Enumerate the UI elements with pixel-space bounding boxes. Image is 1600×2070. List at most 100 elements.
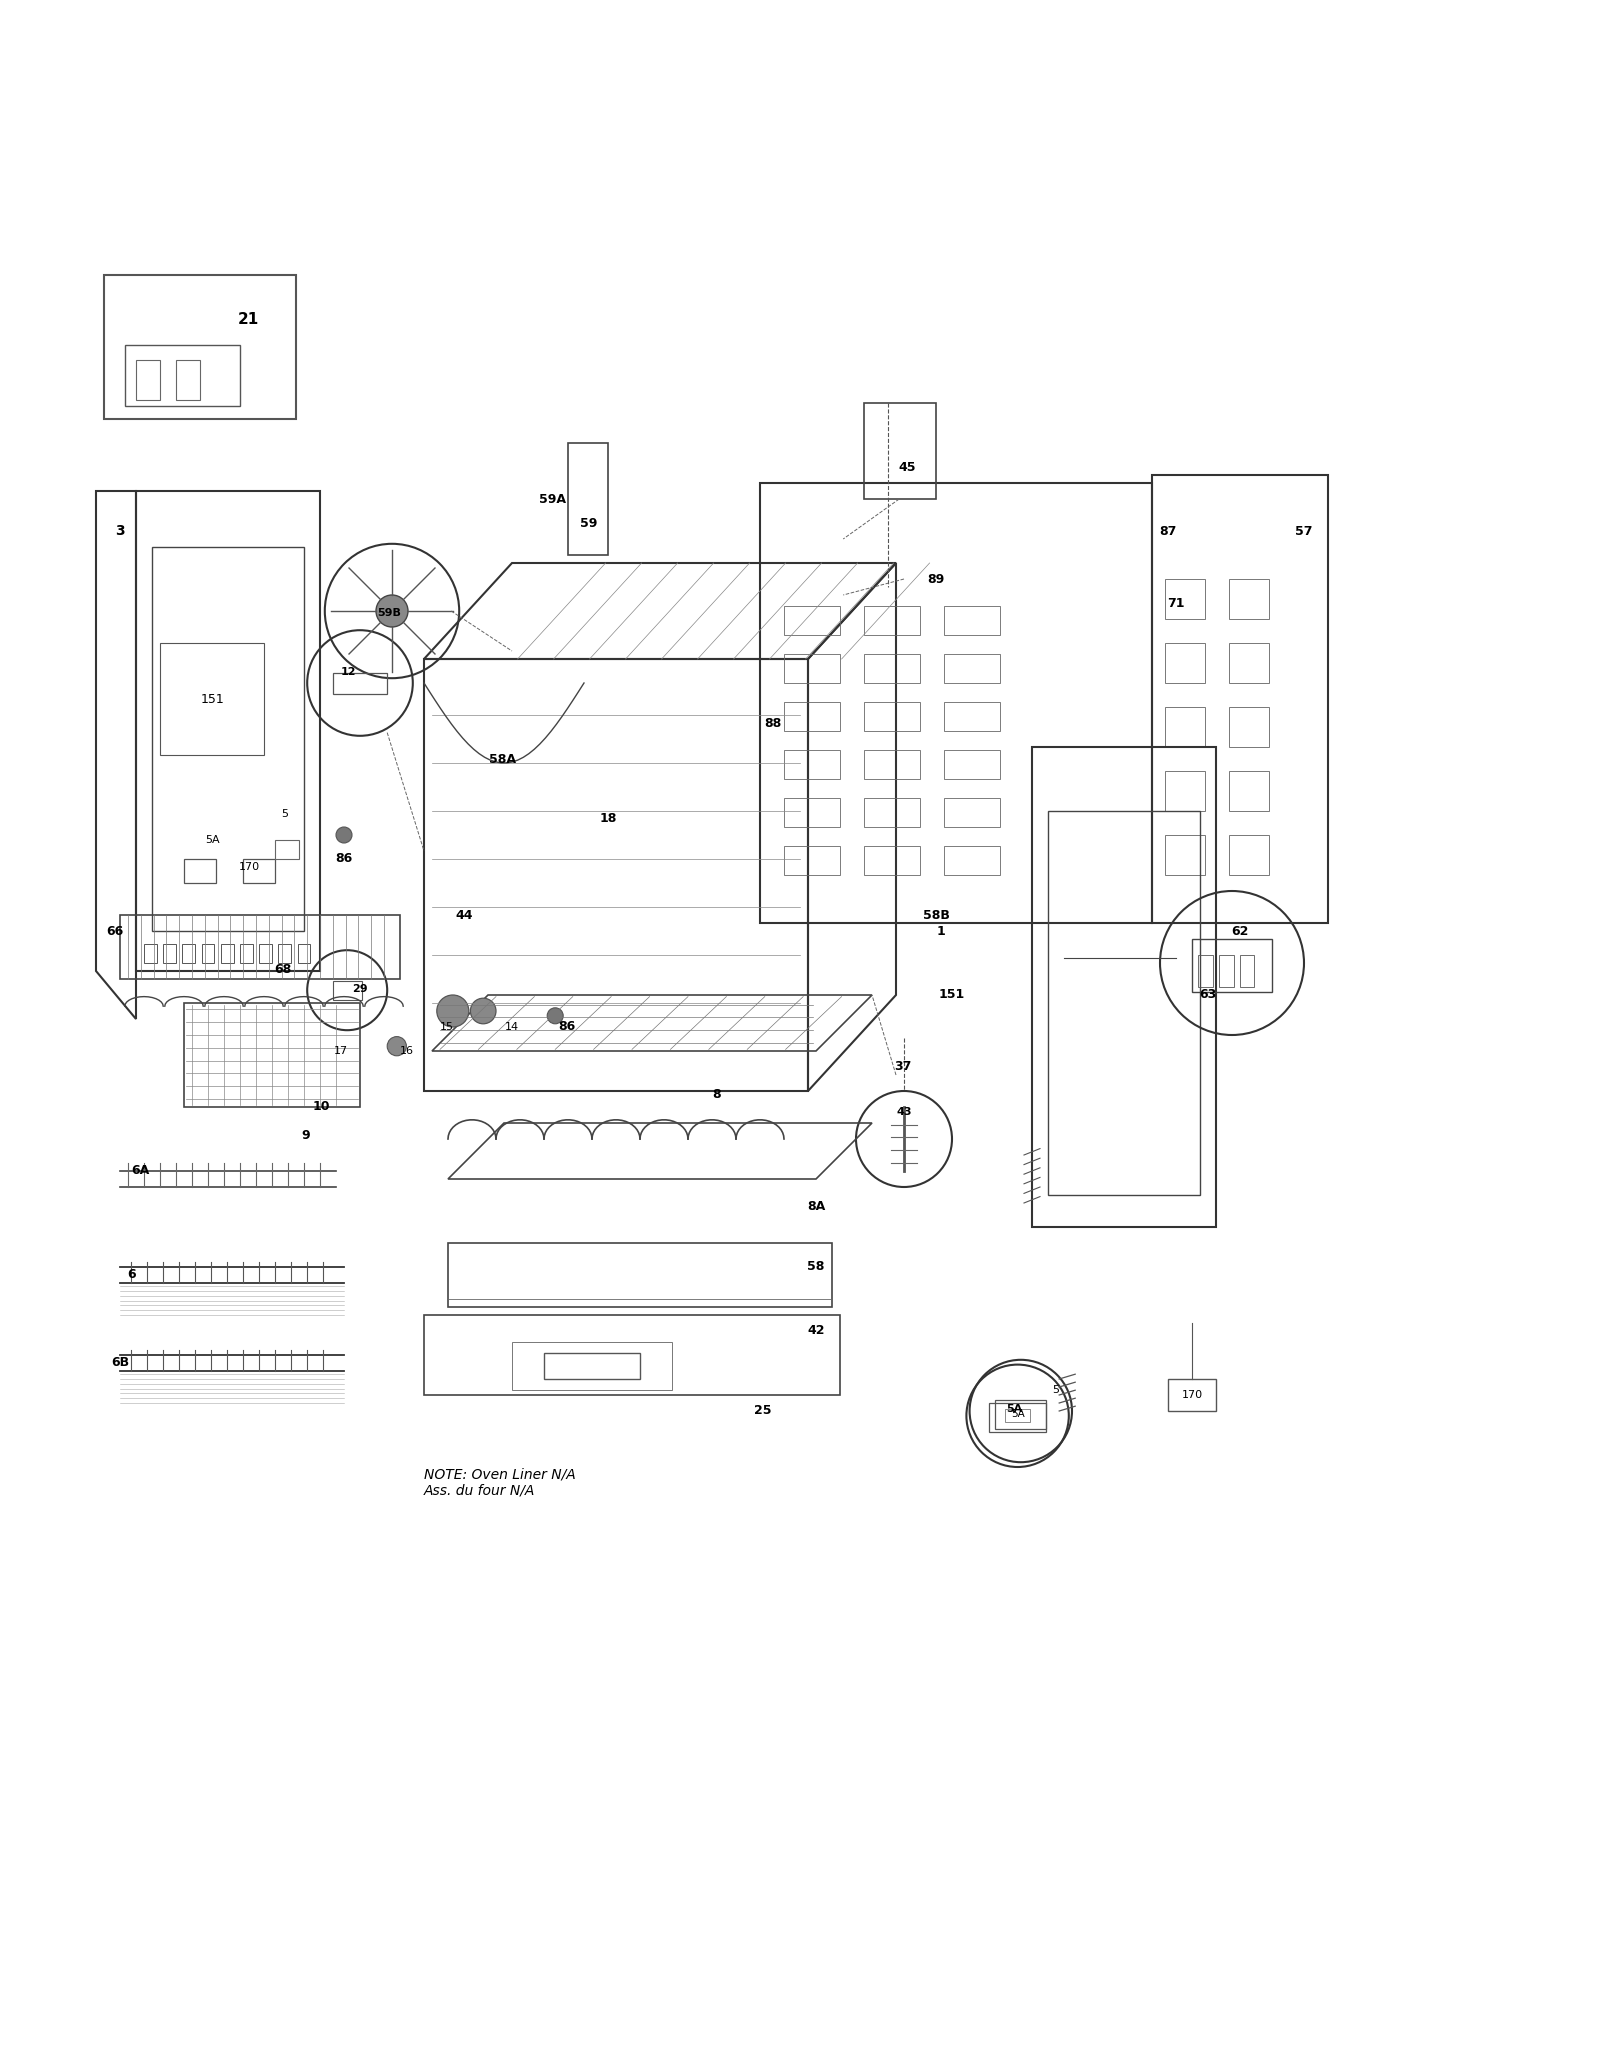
- Text: 44: 44: [456, 909, 472, 921]
- Text: 59A: 59A: [539, 493, 565, 505]
- Bar: [864, 847, 920, 876]
- Bar: [1165, 580, 1205, 619]
- Text: 6A: 6A: [131, 1165, 150, 1178]
- Text: 18: 18: [600, 814, 616, 826]
- Bar: [1229, 834, 1269, 876]
- Bar: [544, 1354, 640, 1379]
- Bar: [864, 749, 920, 778]
- Text: 68: 68: [275, 963, 291, 975]
- Bar: [784, 749, 840, 778]
- Bar: [1165, 644, 1205, 683]
- Bar: [864, 702, 920, 731]
- Text: 8A: 8A: [806, 1201, 826, 1213]
- Bar: [278, 944, 291, 963]
- Text: 5: 5: [282, 809, 288, 820]
- Text: 151: 151: [939, 989, 965, 1002]
- Text: 62: 62: [1232, 925, 1248, 938]
- Text: 37: 37: [894, 1060, 910, 1074]
- Bar: [944, 654, 1000, 683]
- Bar: [125, 346, 240, 406]
- Bar: [784, 607, 840, 635]
- Bar: [240, 944, 253, 963]
- Bar: [144, 944, 157, 963]
- Bar: [104, 275, 296, 418]
- Text: 45: 45: [899, 460, 915, 474]
- Bar: [864, 607, 920, 635]
- Bar: [120, 915, 400, 979]
- Text: 17: 17: [334, 1045, 347, 1056]
- Bar: [784, 847, 840, 876]
- Bar: [995, 1399, 1046, 1428]
- Bar: [1032, 747, 1216, 1228]
- Bar: [1229, 770, 1269, 811]
- Text: 57: 57: [1296, 524, 1312, 538]
- Bar: [944, 702, 1000, 731]
- Bar: [1192, 940, 1272, 992]
- Text: 5A: 5A: [1011, 1410, 1024, 1420]
- Bar: [152, 546, 304, 932]
- Bar: [1152, 474, 1328, 923]
- Text: 89: 89: [928, 573, 944, 586]
- Text: 59: 59: [581, 518, 597, 530]
- Bar: [184, 1004, 360, 1107]
- Text: 58A: 58A: [490, 753, 515, 766]
- Bar: [784, 702, 840, 731]
- Bar: [424, 658, 808, 1091]
- Bar: [864, 654, 920, 683]
- Text: 10: 10: [314, 1101, 330, 1114]
- Bar: [1229, 708, 1269, 747]
- Circle shape: [470, 998, 496, 1025]
- Text: 12: 12: [341, 667, 357, 677]
- Text: 5A: 5A: [205, 834, 221, 845]
- Bar: [298, 944, 310, 963]
- Circle shape: [376, 594, 408, 627]
- Bar: [221, 944, 234, 963]
- Bar: [989, 1403, 1046, 1432]
- Text: 21: 21: [237, 313, 259, 327]
- Bar: [1048, 811, 1200, 1194]
- Text: 9: 9: [301, 1130, 310, 1143]
- Bar: [944, 607, 1000, 635]
- Bar: [182, 944, 195, 963]
- Bar: [1219, 954, 1234, 987]
- Bar: [333, 981, 362, 1000]
- Bar: [424, 1314, 840, 1395]
- Bar: [1240, 954, 1254, 987]
- Bar: [1229, 580, 1269, 619]
- Bar: [163, 944, 176, 963]
- Text: 15: 15: [440, 1023, 453, 1033]
- Text: 86: 86: [558, 1021, 574, 1033]
- Circle shape: [547, 1008, 563, 1025]
- Text: 25: 25: [755, 1406, 771, 1418]
- Text: 88: 88: [765, 716, 781, 729]
- Bar: [184, 859, 216, 884]
- Text: 3: 3: [115, 524, 125, 538]
- Bar: [1168, 1379, 1216, 1412]
- Text: 58B: 58B: [923, 909, 949, 921]
- Bar: [864, 799, 920, 828]
- Text: NOTE: Oven Liner N/A
Ass. du four N/A: NOTE: Oven Liner N/A Ass. du four N/A: [424, 1468, 576, 1497]
- Text: 59B: 59B: [378, 609, 400, 617]
- Text: 1: 1: [936, 925, 946, 938]
- Bar: [243, 859, 275, 884]
- Text: 42: 42: [808, 1325, 824, 1337]
- Text: 29: 29: [352, 983, 368, 994]
- Bar: [333, 673, 387, 693]
- Text: 58: 58: [808, 1261, 824, 1273]
- Text: 8: 8: [712, 1087, 722, 1101]
- Text: 87: 87: [1160, 524, 1176, 538]
- Text: 16: 16: [400, 1045, 413, 1056]
- Bar: [1229, 644, 1269, 683]
- Text: 43: 43: [896, 1107, 912, 1118]
- Text: 66: 66: [107, 925, 123, 938]
- Text: 14: 14: [506, 1023, 518, 1033]
- Bar: [864, 404, 936, 499]
- Text: 6: 6: [126, 1269, 136, 1281]
- Circle shape: [336, 828, 352, 842]
- Bar: [944, 749, 1000, 778]
- Text: 170: 170: [1181, 1389, 1203, 1399]
- Bar: [1005, 1410, 1030, 1422]
- Bar: [202, 944, 214, 963]
- Bar: [1165, 708, 1205, 747]
- Bar: [136, 360, 160, 400]
